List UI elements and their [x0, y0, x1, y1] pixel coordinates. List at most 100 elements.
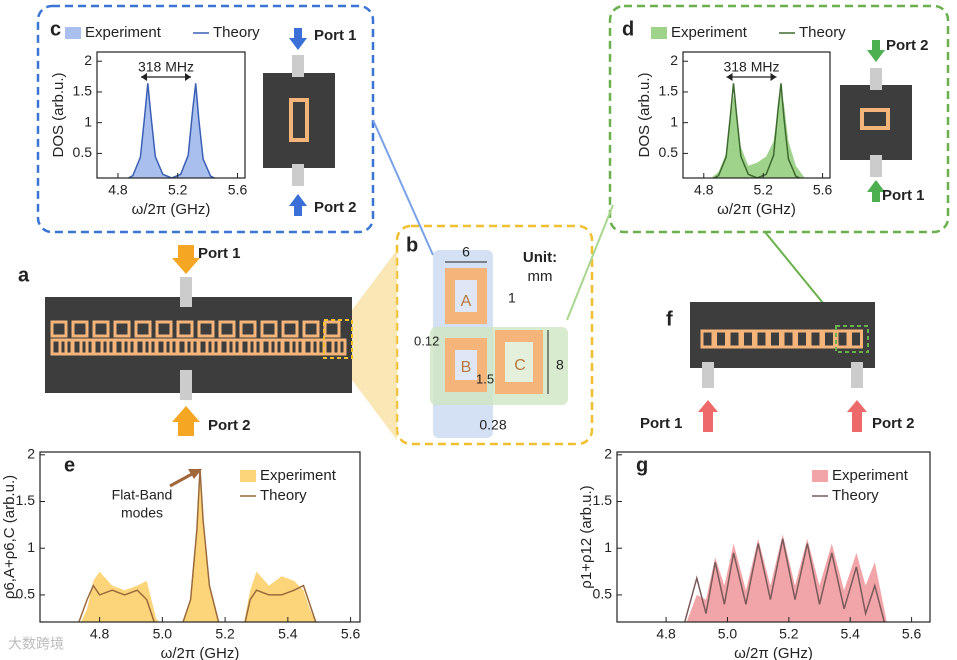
highlight [323, 319, 353, 359]
legend-swatch [812, 470, 828, 482]
site-label: A [461, 293, 472, 310]
legend-label: Theory [832, 487, 879, 504]
y-tick-label: 0.5 [16, 586, 36, 602]
y-tick-label: 0.5 [73, 144, 93, 160]
x-tick-label: 4.8 [90, 626, 110, 642]
cell [281, 320, 299, 338]
connector-port [851, 362, 863, 388]
area [102, 82, 245, 178]
cell [768, 329, 782, 349]
box-b [395, 224, 594, 446]
cell [197, 320, 215, 338]
chip-c: Port 1 Port 2 c [50, 18, 357, 216]
cell [700, 329, 715, 349]
site-gap [455, 350, 477, 380]
legend-label: Theory [260, 487, 307, 504]
y-tick-label: 1.5 [659, 83, 679, 99]
cell [289, 98, 309, 142]
port-label: Port 1 [640, 415, 683, 432]
cell [113, 320, 131, 338]
panel-label: c [50, 18, 61, 40]
annotation: Flat-Band [112, 487, 173, 503]
annotation: 318 MHz [138, 59, 194, 75]
y-axis-label: DOS (arb.u.) [50, 72, 67, 157]
arrow [289, 194, 307, 216]
arrowhead [141, 73, 191, 81]
y-axis-label: ρ6,A+ρ6,C (arb.u.) [1, 475, 18, 599]
connector-port [702, 362, 714, 388]
arrow [867, 40, 885, 62]
y-tick-label: 1.5 [593, 492, 613, 508]
panel-label: e [64, 454, 75, 476]
y-tick-label: 2 [84, 52, 92, 68]
legend-label: Experiment [85, 24, 162, 41]
cell [781, 329, 796, 349]
cell [795, 329, 809, 349]
dim-label: 6 [462, 244, 470, 260]
chip-a: Port 1 Port 2 a [18, 245, 353, 436]
cell [302, 320, 320, 338]
x-tick-label: 5.2 [779, 626, 799, 642]
watermark: 大数跨境 [8, 636, 64, 652]
cell [50, 320, 68, 338]
x-tick-label: 5.0 [153, 626, 173, 642]
x-tick-label: 5.6 [902, 626, 922, 642]
chip-f: Port 1 Port 2 f [640, 302, 915, 432]
cell [239, 320, 257, 338]
connector-port [292, 164, 304, 186]
cell [741, 329, 755, 349]
x-tick-label: 5.4 [840, 626, 860, 642]
y-tick-label: 0.5 [593, 586, 613, 602]
site-label: B [461, 359, 472, 376]
port-label: Port 2 [886, 37, 929, 54]
cell [727, 329, 742, 349]
arrow [698, 400, 718, 432]
box-c [36, 4, 375, 234]
axes-frame [39, 451, 361, 623]
y-tick-label: 1 [604, 539, 612, 555]
connector-port [180, 277, 192, 307]
cell [331, 338, 347, 356]
box-d [608, 4, 950, 234]
lattice [700, 329, 863, 349]
site-gap [455, 280, 477, 312]
zoom-cone [352, 250, 397, 440]
site-gap [505, 342, 533, 382]
port-label: Port 1 [314, 27, 357, 44]
y-tick-label: 0.5 [659, 144, 679, 160]
connector [566, 204, 614, 321]
port-label: Port 2 [208, 417, 251, 434]
connector [372, 119, 434, 256]
y-tick-label: 2 [604, 446, 612, 462]
cell [849, 329, 863, 349]
port-label: Port 1 [198, 245, 241, 262]
cell [808, 329, 823, 349]
x-tick-label: 5.2 [753, 182, 773, 198]
dim-label: 1.5 [476, 371, 494, 386]
arrow [172, 245, 200, 274]
panel-label: f [666, 308, 673, 330]
cell [176, 320, 194, 338]
arrowhead [726, 73, 777, 81]
cell [860, 108, 890, 130]
x-axis-label: ω/2π (GHz) [132, 201, 211, 218]
x-tick-label: 5.2 [168, 182, 188, 198]
unit-cell: A B C 6 1 0.12 1.5 8 0.28 Unit: mm b [406, 234, 568, 438]
panel-label: b [406, 234, 418, 256]
cell [822, 329, 836, 349]
port-label: Port 1 [882, 187, 925, 204]
unit-label: mm [528, 268, 553, 285]
arrow [289, 28, 307, 50]
y-tick-label: 2 [670, 52, 678, 68]
x-tick-label: 5.4 [278, 626, 298, 642]
line [127, 83, 217, 178]
panel-label: a [18, 264, 30, 286]
y-tick-label: 2 [27, 446, 35, 462]
axes-frame [682, 51, 831, 179]
legend-label: Theory [213, 24, 260, 41]
cell [155, 320, 173, 338]
chip [840, 85, 912, 160]
legend-label: Experiment [671, 24, 748, 41]
area [688, 92, 830, 178]
